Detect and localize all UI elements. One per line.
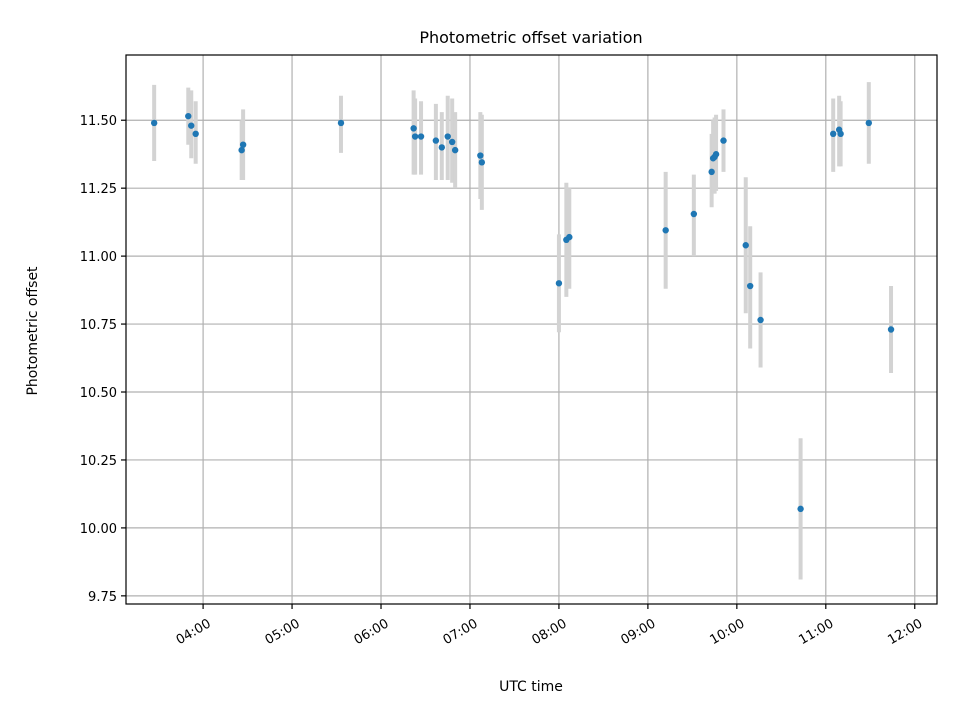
data-point bbox=[448, 138, 456, 146]
x-axis-label: UTC time bbox=[499, 679, 563, 695]
y-axis-label: Photometric offset bbox=[25, 266, 41, 396]
y-tick-label: 11.00 bbox=[80, 250, 117, 265]
x-tick-label: 04:00 bbox=[174, 616, 214, 648]
data-point bbox=[477, 152, 484, 159]
y-tick-label: 10.75 bbox=[80, 318, 117, 333]
data-point bbox=[417, 133, 425, 140]
point-layer bbox=[150, 112, 895, 513]
tick-layer: 04:00 05:00 06:00 07:00 08:00 09:00 10:00 11:00… bbox=[80, 114, 926, 648]
y-tick-label: 10.25 bbox=[80, 454, 117, 469]
data-point bbox=[188, 122, 195, 129]
data-point bbox=[337, 119, 345, 127]
data-point bbox=[797, 505, 804, 513]
x-tick-label: 10:00 bbox=[707, 616, 747, 648]
data-point bbox=[712, 151, 720, 158]
x-tick-label: 09:00 bbox=[618, 616, 658, 648]
data-point bbox=[438, 144, 446, 151]
data-point bbox=[757, 316, 764, 324]
x-tick-label: 11:00 bbox=[796, 616, 836, 648]
data-point bbox=[708, 168, 715, 176]
data-point bbox=[185, 112, 192, 120]
chart-title: Photometric offset variation bbox=[419, 28, 642, 47]
data-point bbox=[662, 227, 669, 234]
data-point bbox=[555, 280, 563, 287]
data-point bbox=[742, 242, 749, 249]
x-tick-label: 06:00 bbox=[352, 616, 392, 648]
data-point bbox=[411, 133, 419, 140]
plot-frame bbox=[125, 54, 938, 605]
data-point bbox=[837, 130, 844, 138]
data-point bbox=[746, 282, 754, 290]
x-tick-label: 12:00 bbox=[885, 616, 925, 648]
data-point bbox=[238, 146, 245, 154]
y-tick-label: 11.25 bbox=[80, 182, 117, 197]
data-point bbox=[690, 210, 698, 218]
data-point bbox=[720, 137, 727, 144]
data-point bbox=[239, 141, 247, 148]
grid-layer bbox=[126, 55, 937, 604]
x-tick-label: 08:00 bbox=[530, 616, 570, 648]
data-point bbox=[865, 119, 872, 127]
y-tick-label: 9.75 bbox=[88, 590, 117, 605]
data-point bbox=[432, 137, 440, 144]
data-point bbox=[887, 326, 895, 333]
data-point bbox=[410, 125, 417, 132]
data-point bbox=[192, 130, 199, 138]
data-point bbox=[830, 130, 837, 138]
data-point bbox=[150, 119, 158, 127]
x-tick-label: 07:00 bbox=[441, 616, 481, 648]
data-point bbox=[478, 159, 486, 166]
data-point bbox=[451, 146, 459, 154]
errorbar-layer bbox=[152, 82, 894, 580]
y-tick-label: 10.50 bbox=[80, 386, 117, 401]
data-point bbox=[566, 233, 573, 241]
x-tick-label: 05:00 bbox=[263, 616, 303, 648]
y-tick-label: 11.50 bbox=[80, 114, 117, 129]
y-tick-label: 10.00 bbox=[80, 522, 117, 537]
data-point bbox=[444, 133, 451, 140]
